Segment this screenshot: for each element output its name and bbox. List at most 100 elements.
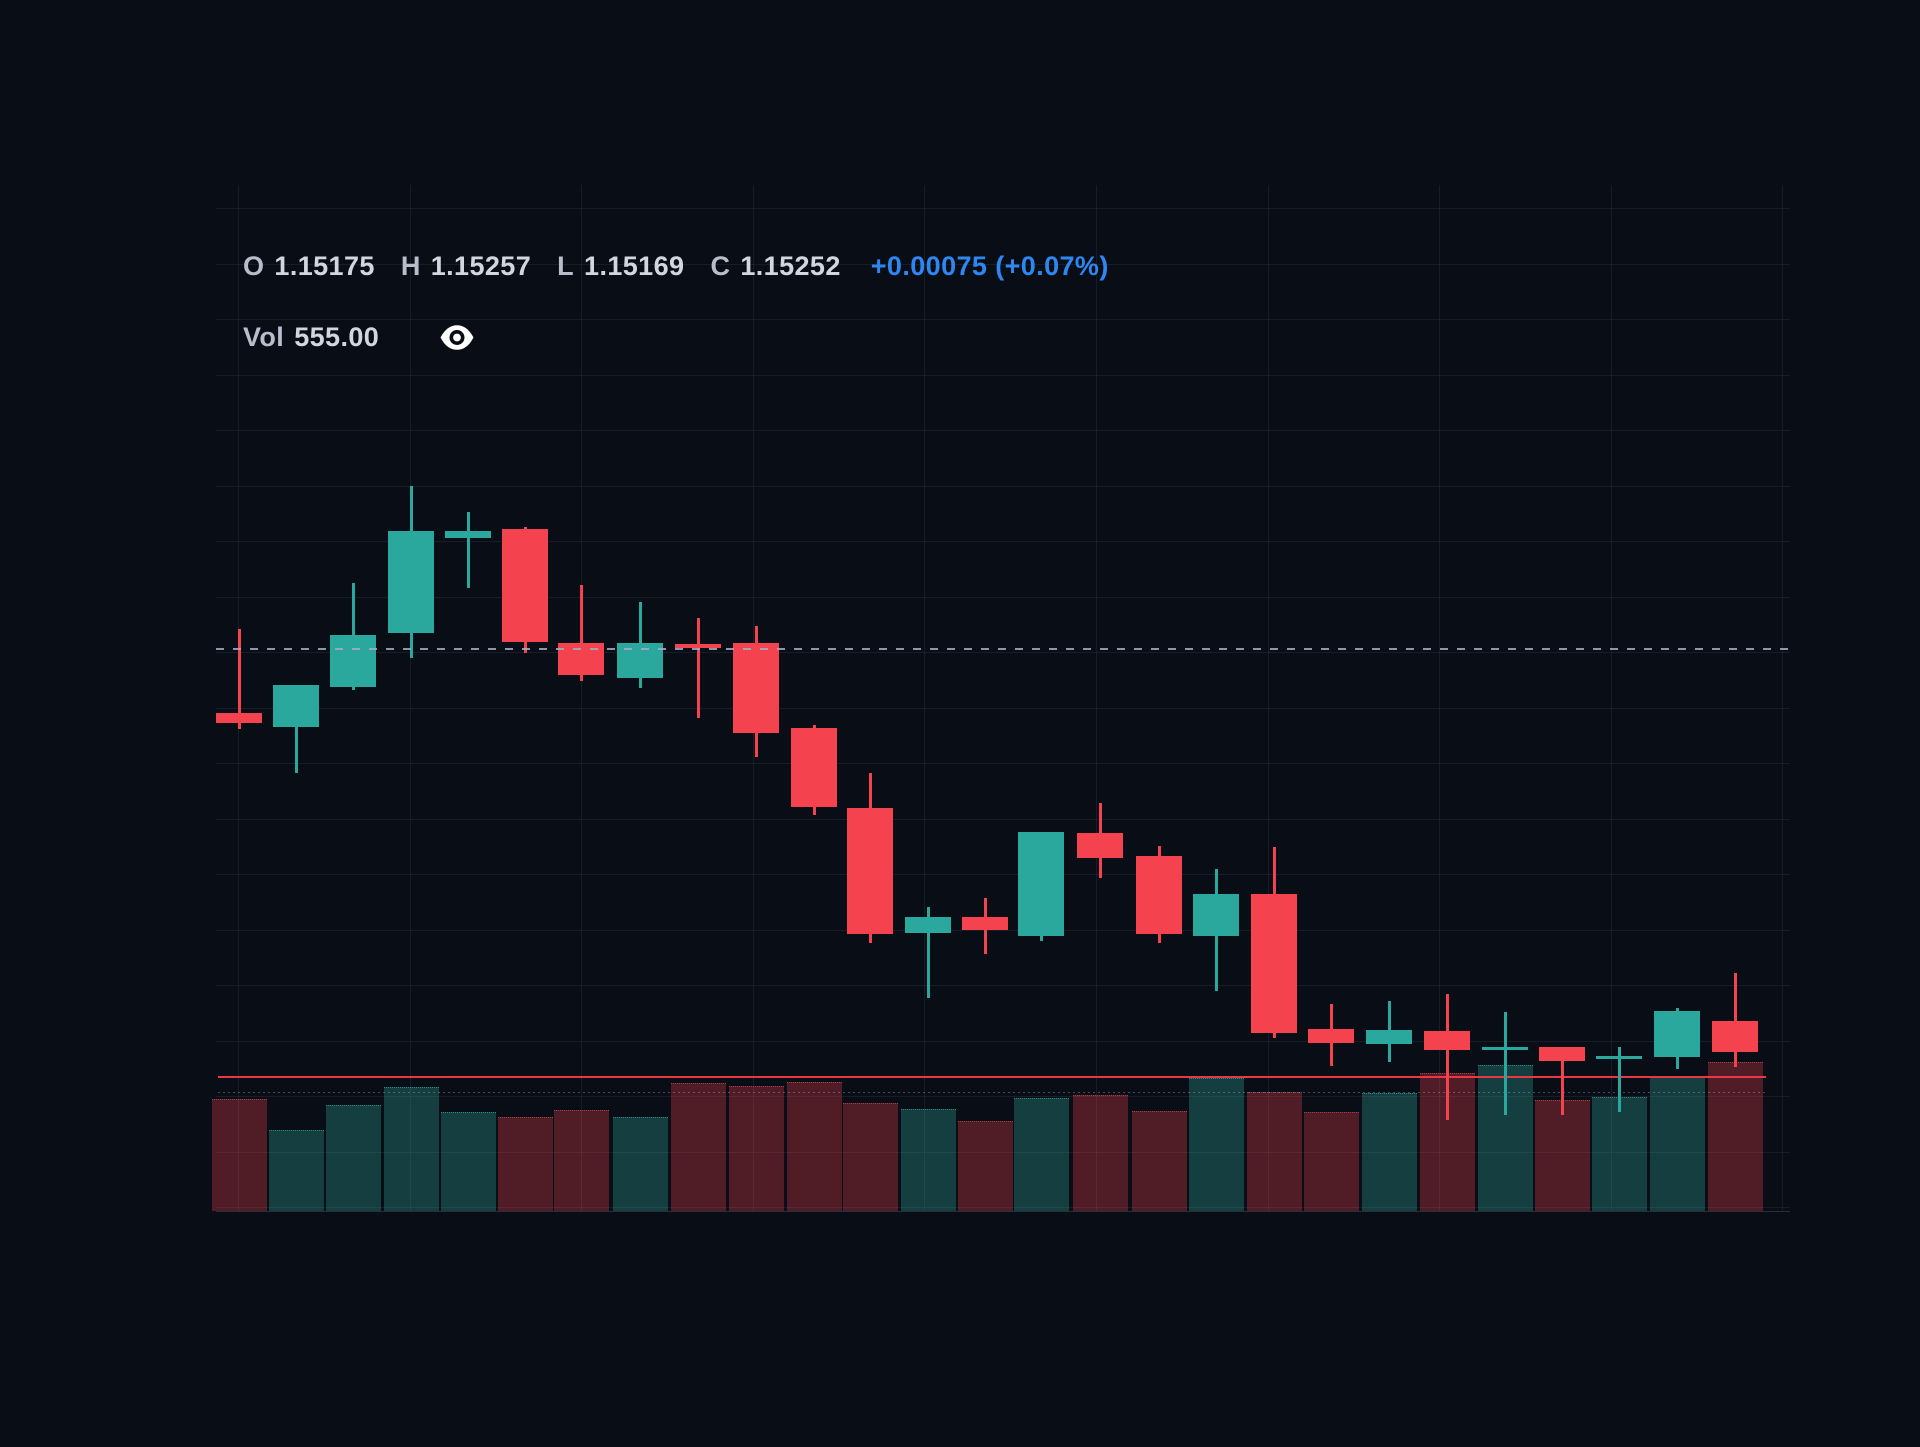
grid-hline	[216, 374, 1790, 376]
candle-body[interactable]	[1482, 1047, 1528, 1050]
volume-bar	[383, 1087, 439, 1211]
grid-hline	[216, 874, 1790, 875]
candle-body[interactable]	[1251, 894, 1297, 1033]
candle-body[interactable]	[273, 685, 319, 727]
candle-body[interactable]	[1308, 1029, 1354, 1043]
price-change: +0.00075 (+0.07%)	[870, 251, 1109, 281]
close-label: C	[710, 251, 731, 281]
grid-hline	[216, 652, 1790, 653]
grid-hline	[216, 319, 1790, 320]
volume-bar	[440, 1112, 496, 1211]
open-readout: O 1.15175	[243, 247, 375, 285]
low-label: L	[557, 251, 575, 281]
grid-hline	[216, 707, 1790, 709]
candle-body[interactable]	[330, 635, 376, 687]
grid-hline	[216, 1151, 1790, 1153]
volume-bar	[842, 1103, 898, 1211]
candle-body[interactable]	[445, 531, 491, 538]
candle-body[interactable]	[1366, 1030, 1412, 1044]
grid-vline	[409, 185, 411, 1211]
close-value: 1.15252	[740, 251, 841, 281]
grid-hline	[216, 596, 1790, 598]
candle-wick	[1503, 1012, 1507, 1115]
candle-body[interactable]	[388, 531, 434, 633]
volume-bar	[1303, 1112, 1359, 1211]
candle-wick	[1445, 994, 1449, 1120]
grid-hline	[216, 1207, 1790, 1208]
candle-body[interactable]	[1712, 1021, 1758, 1052]
volume-bar	[957, 1121, 1013, 1211]
candle-body[interactable]	[216, 713, 262, 723]
volume-bar	[1131, 1111, 1187, 1211]
candle-body[interactable]	[962, 917, 1008, 930]
open-label: O	[243, 251, 265, 281]
high-value: 1.15257	[430, 251, 532, 281]
volume-value: 555.00	[294, 322, 380, 352]
open-value: 1.15175	[274, 251, 375, 281]
grid-hline	[216, 985, 1790, 986]
grid-vline	[1096, 185, 1097, 1211]
grid-hline	[216, 208, 1790, 209]
candle-body[interactable]	[905, 917, 951, 933]
grid-hline	[216, 430, 1790, 431]
volume-bar	[325, 1105, 381, 1211]
grid-vline	[924, 185, 926, 1211]
volume-bar	[670, 1083, 726, 1211]
high-readout: H 1.15257	[401, 247, 531, 285]
dotted-level-line	[218, 1092, 1766, 1093]
volume-readout: Vol 555.00	[243, 318, 379, 356]
candle-body[interactable]	[1424, 1031, 1470, 1050]
volume-bar	[268, 1130, 324, 1211]
volume-row: Vol 555.00	[243, 318, 1109, 356]
grid-hline	[216, 485, 1790, 487]
volume-bar	[1707, 1062, 1763, 1211]
volume-bar	[1013, 1098, 1069, 1211]
volume-pane-baseline	[216, 1211, 1790, 1212]
volume-label: Vol	[243, 322, 285, 352]
grid-hline	[216, 541, 1790, 542]
volume-bar	[211, 1099, 267, 1211]
candle-body[interactable]	[847, 808, 893, 934]
volume-bar	[900, 1109, 956, 1211]
candle-wick	[1617, 1047, 1621, 1112]
grid-vline	[1782, 185, 1784, 1211]
low-value: 1.15169	[584, 251, 685, 281]
candle-body[interactable]	[1136, 856, 1182, 934]
candle-body[interactable]	[1193, 894, 1239, 936]
grid-hline	[216, 1096, 1790, 1097]
candle-wick	[579, 585, 583, 681]
candle-wick	[1733, 973, 1737, 1067]
grid-hline	[216, 1040, 1790, 1042]
candle-body[interactable]	[1596, 1056, 1642, 1059]
grid-hline	[216, 263, 1790, 265]
close-readout: C 1.15252	[710, 247, 840, 285]
grid-vline	[1610, 185, 1612, 1211]
grid-vline	[1439, 185, 1441, 1211]
volume-bar	[1649, 1077, 1705, 1211]
low-readout: L 1.15169	[557, 247, 684, 285]
candle-body[interactable]	[791, 728, 837, 807]
candle-body[interactable]	[502, 529, 548, 642]
candle-body[interactable]	[1018, 832, 1064, 936]
candle-wick	[237, 629, 241, 729]
candle-body[interactable]	[1654, 1011, 1700, 1057]
high-label: H	[400, 251, 421, 281]
volume-bar	[1534, 1100, 1590, 1211]
candle-body[interactable]	[1077, 833, 1123, 858]
candle-body[interactable]	[1539, 1047, 1585, 1061]
grid-hline	[216, 929, 1790, 931]
candle-wick	[1560, 1047, 1564, 1115]
price-line	[218, 1076, 1766, 1078]
volume-bar	[1072, 1095, 1128, 1211]
candle-wick	[926, 907, 930, 998]
volume-bar	[1246, 1092, 1302, 1211]
volume-bar	[1188, 1078, 1244, 1211]
candle-wick	[294, 685, 298, 773]
eye-icon[interactable]	[439, 324, 475, 351]
grid-vline	[1267, 185, 1269, 1211]
candle-body[interactable]	[733, 643, 779, 733]
candle-wick	[696, 618, 700, 718]
candle-body[interactable]	[675, 644, 721, 648]
